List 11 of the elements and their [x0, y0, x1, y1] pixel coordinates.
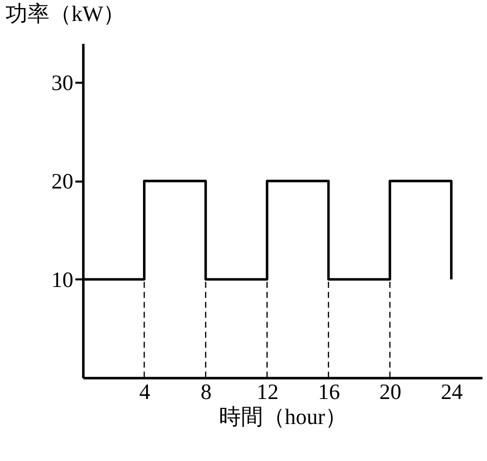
y-tick-label: 30	[51, 70, 74, 96]
y-tick-label: 10	[51, 266, 74, 292]
x-axis-title: 時間（hour）	[218, 404, 348, 430]
x-tick-label: 24	[440, 379, 463, 404]
x-tick-label: 20	[379, 379, 402, 404]
x-tick-label: 16	[318, 379, 340, 404]
x-tick-label: 4	[139, 379, 150, 404]
y-tick-label: 20	[51, 168, 74, 194]
x-tick-label: 8	[200, 379, 212, 404]
x-tick-label: 12	[256, 379, 279, 404]
y-axis-title: 功率（kW）	[5, 0, 126, 26]
